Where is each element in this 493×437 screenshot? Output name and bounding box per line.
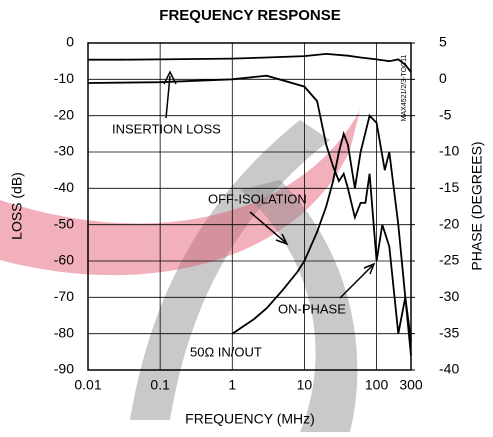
y2-tick-label: -30	[439, 288, 459, 304]
x-axis-label: FREQUENCY (MHz)	[185, 411, 315, 427]
y2-axis-label: PHASE (DEGREES)	[469, 141, 485, 270]
chart-title: FREQUENCY RESPONSE	[159, 7, 340, 24]
x-tick-label: 1	[228, 377, 236, 393]
series-line	[88, 54, 411, 72]
y-tick-label: -60	[54, 252, 74, 268]
y2-tick-label: -40	[439, 361, 459, 377]
arrow	[164, 72, 176, 118]
y-tick-label: -10	[54, 70, 74, 86]
y-tick-label: -80	[54, 324, 74, 340]
chart: FREQUENCY RESPONSE FREQUENCY (MHz) LOSS …	[0, 0, 493, 432]
y2-tick-label: -35	[439, 324, 459, 340]
annotation: OFF-ISOLATION	[208, 191, 307, 206]
y-axis-label: LOSS (dB)	[9, 172, 25, 240]
y-tick-label: -40	[54, 179, 74, 195]
y2-tick-label: 5	[439, 34, 447, 50]
x-tick-label: 10	[297, 377, 313, 393]
y2-tick-label: 0	[439, 70, 447, 86]
y2-tick-label: -25	[439, 252, 459, 268]
y-tick-label: -70	[54, 288, 74, 304]
x-tick-label: 300	[399, 377, 423, 393]
y-tick-label: -50	[54, 215, 74, 231]
y2-tick-label: -15	[439, 179, 459, 195]
x-tick-label: 100	[365, 377, 389, 393]
y-tick-label: -90	[54, 361, 74, 377]
y-tick-label: -20	[54, 106, 74, 122]
y2-tick-label: -10	[439, 143, 459, 159]
x-tick-label: 0.1	[150, 377, 170, 393]
y2-tick-label: -5	[439, 106, 452, 122]
arrow	[340, 264, 374, 298]
annotation: ON-PHASE	[278, 301, 346, 316]
y-tick-label: 0	[66, 34, 74, 50]
y2-tick-label: -20	[439, 215, 459, 231]
x-tick-label: 0.01	[74, 377, 101, 393]
annotation: INSERTION LOSS	[112, 121, 221, 136]
y-tick-label: -30	[54, 143, 74, 159]
annotation: 50Ω IN/OUT	[190, 344, 262, 359]
